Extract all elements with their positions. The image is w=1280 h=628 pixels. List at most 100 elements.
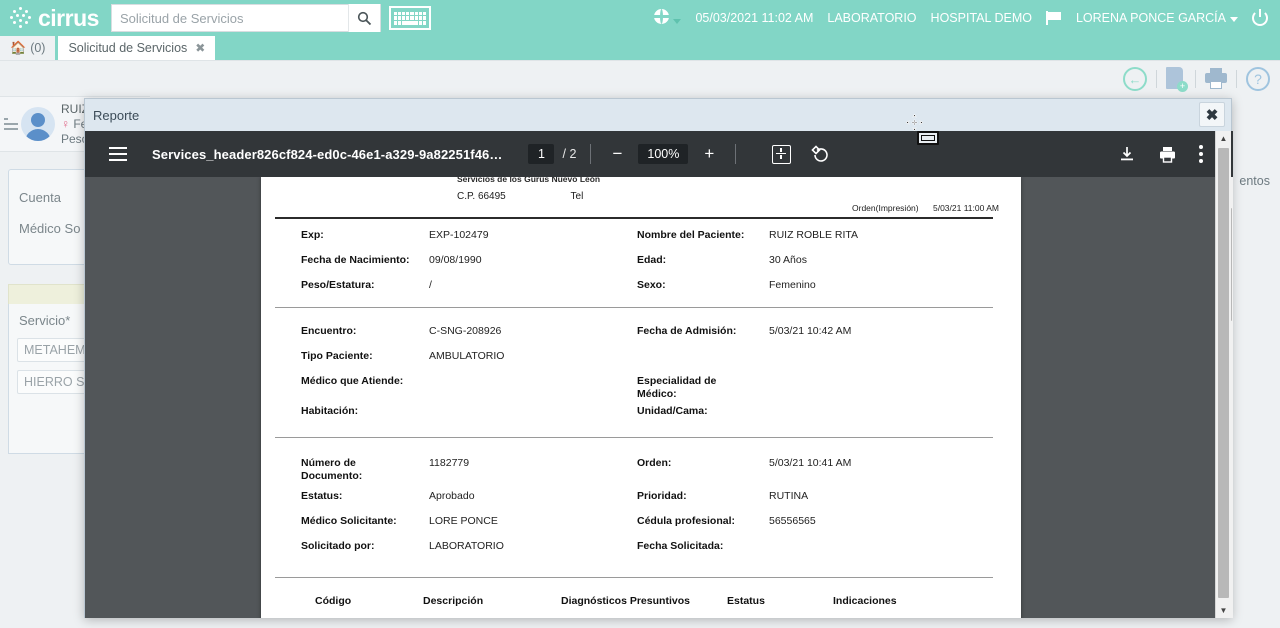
report-address: C.P. 66495 Tel [457, 191, 583, 202]
new-document-button[interactable]: + [1166, 67, 1188, 92]
more-options-icon[interactable] [1199, 145, 1203, 163]
sidebar-toggle-icon[interactable] [109, 147, 127, 161]
field-label: Exp: [301, 229, 324, 241]
clipped-org-header: Servicios de los Gurús Nuevo León [457, 177, 601, 183]
sex-icon: ♀ [61, 116, 70, 131]
field-value: 56556565 [769, 515, 816, 527]
download-icon [1121, 147, 1133, 161]
language-selector[interactable] [654, 9, 682, 27]
report-row: Médico Solicitante: LORE PONCE Cédula pr… [261, 515, 1021, 540]
header-department[interactable]: LABORATORIO [827, 11, 917, 25]
col-estatus: Estatus [727, 595, 765, 607]
field-label-cont: Médico: [637, 388, 677, 400]
address-cp: C.P. 66495 [457, 191, 506, 202]
zoom-out-button[interactable]: − [612, 144, 623, 163]
user-menu[interactable]: LORENA PONCE GARCÍA [1076, 11, 1238, 25]
globe-icon [654, 9, 670, 24]
tab-solicitud-de-servicios[interactable]: Solicitud de Servicios ✖ [58, 36, 216, 60]
back-button[interactable]: ← [1123, 67, 1147, 91]
logout-power-icon[interactable] [1252, 9, 1268, 26]
field-label: Estatus: [301, 490, 343, 502]
field-value: Aprobado [429, 490, 475, 502]
services-table-header: Código Descripción Diagnósticos Presunti… [261, 595, 1021, 615]
field-value: 09/08/1990 [429, 254, 482, 266]
printer-icon [1160, 146, 1175, 163]
field-value: C-SNG-208926 [429, 325, 502, 337]
report-modal: Reporte ✖ Services_header826cf824-ed0c-4… [84, 98, 1233, 618]
field-label: Edad: [637, 254, 667, 266]
report-page: Servicios de los Gurús Nuevo León C.P. 6… [261, 177, 1021, 618]
field-label: Tipo Paciente: [301, 350, 373, 362]
header-hospital[interactable]: HOSPITAL DEMO [930, 11, 1032, 25]
field-label: Especialidad de [637, 375, 717, 387]
field-label: Solicitado por: [301, 540, 375, 552]
brand-logo: cirrus [10, 5, 99, 32]
app-header: cirrus 05/03/2021 11:02 AM LAB [0, 0, 1280, 36]
divider [275, 307, 993, 308]
report-row: Fecha de Nacimiento: 09/08/1990 Edad: 30… [261, 254, 1021, 279]
field-label: Fecha de Nacimiento: [301, 254, 410, 266]
download-button[interactable] [1118, 145, 1136, 163]
print-order-value: 5/03/21 11:00 AM [932, 203, 999, 213]
report-row: Tipo Paciente: AMBULATORIO [261, 350, 1021, 375]
account-label: Cuenta [19, 190, 61, 205]
field-label: Orden: [637, 457, 672, 469]
field-label: Nombre del Paciente: [637, 229, 745, 241]
modal-title-bar[interactable]: Reporte ✖ [85, 99, 1231, 131]
field-label: Médico que Atiende: [301, 375, 404, 387]
pdf-page-stage[interactable]: Servicios de los Gurús Nuevo León C.P. 6… [85, 177, 1207, 618]
patient-sex: Fe [73, 116, 88, 131]
field-value: RUTINA [769, 490, 809, 502]
field-label-cont: Documento: [301, 470, 363, 482]
scroll-up-icon[interactable]: ▲ [1219, 134, 1228, 143]
print-button[interactable] [1205, 68, 1227, 90]
report-row: Estatus: Aprobado Prioridad: RUTINA [261, 490, 1021, 515]
rotate-icon[interactable] [811, 144, 831, 164]
menu-icon[interactable] [4, 118, 18, 130]
print-button[interactable] [1158, 145, 1177, 164]
plus-icon: + [1177, 81, 1188, 92]
global-search[interactable] [110, 4, 381, 32]
virtual-keyboard-button[interactable] [388, 6, 431, 30]
divider [735, 144, 737, 164]
brand-name: cirrus [38, 4, 99, 31]
modal-scrollbar[interactable]: ▲ ▼ [1215, 131, 1231, 618]
flag-icon[interactable] [1045, 11, 1062, 25]
tab-close-icon[interactable]: ✖ [195, 41, 206, 55]
field-value: 5/03/21 10:41 AM [769, 457, 852, 469]
cirrus-logo-icon [10, 7, 32, 29]
zoom-in-button[interactable]: + [704, 144, 715, 163]
field-value: 30 Años [769, 254, 807, 266]
page-number-input[interactable]: 1 [528, 144, 555, 164]
scroll-down-icon[interactable]: ▼ [1219, 606, 1228, 615]
patient-info-group: Exp: EXP-102479 Nombre del Paciente: RUI… [261, 229, 1021, 304]
divider [275, 577, 993, 578]
search-button[interactable] [347, 4, 380, 32]
report-row: Habitación: Unidad/Cama: [261, 405, 1021, 430]
patient-name: RUIZ [61, 101, 89, 116]
document-info-group: Número de Documento: 1182779 Orden: 5/03… [261, 457, 1021, 565]
help-button[interactable]: ? [1246, 67, 1270, 91]
divider [1236, 70, 1237, 88]
field-value: 5/03/21 10:42 AM [769, 325, 852, 337]
tab-home[interactable]: 🏠 (0) [0, 36, 56, 60]
field-value: Femenino [769, 279, 816, 291]
service-label: Servicio* [19, 313, 71, 328]
fit-to-page-icon[interactable] [772, 144, 792, 164]
pdf-toolbar: Services_header826cf824-ed0c-46e1-a329-9… [85, 131, 1233, 177]
address-tel: Tel [570, 191, 584, 202]
avatar [21, 107, 55, 141]
field-label: Fecha Solicitada: [637, 540, 724, 552]
search-input[interactable] [111, 5, 348, 31]
zoom-level-input[interactable]: 100% [638, 144, 689, 164]
col-diagnosticos: Diagnósticos Presuntivos [561, 595, 690, 607]
field-value: / [429, 279, 432, 291]
field-label: Unidad/Cama: [637, 405, 708, 417]
modal-scrollbar-thumb[interactable] [1218, 148, 1229, 598]
field-label: Habitación: [301, 405, 359, 417]
field-value: RUIZ ROBLE RITA [769, 229, 859, 241]
col-indicaciones: Indicaciones [833, 595, 897, 607]
field-label: Peso/Estatura: [301, 279, 375, 291]
close-icon[interactable]: ✖ [1199, 102, 1225, 127]
header-datetime: 05/03/2021 11:02 AM [695, 11, 814, 25]
